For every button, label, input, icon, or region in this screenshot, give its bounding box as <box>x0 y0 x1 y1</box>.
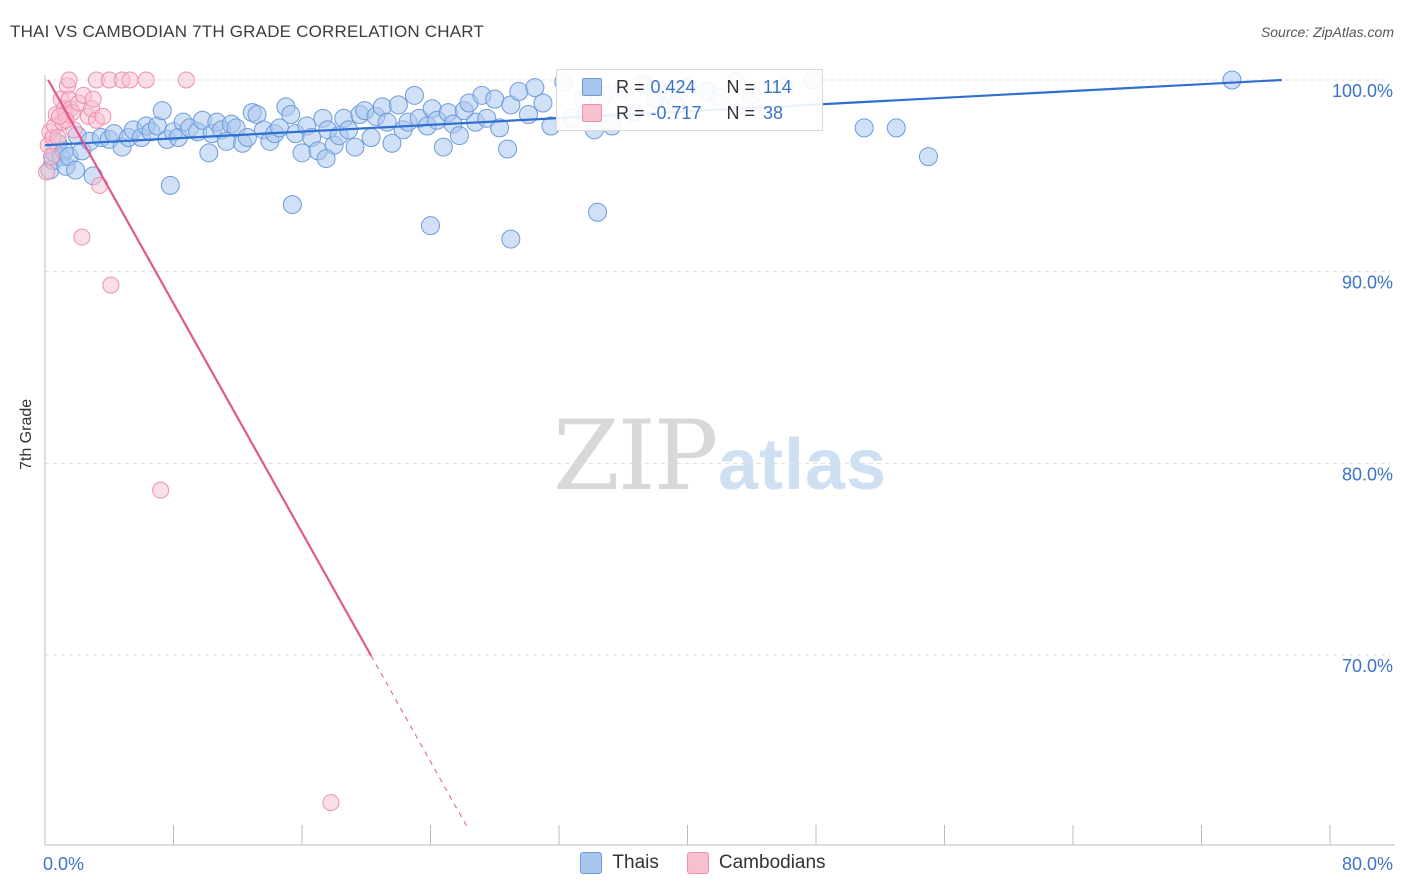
thai-point <box>854 118 874 138</box>
thai-point <box>588 202 608 222</box>
thai-point <box>282 195 302 215</box>
y-tick-label: 100.0% <box>1332 81 1393 101</box>
legend-label-thais: Thais <box>612 852 659 873</box>
thai-point <box>509 82 529 101</box>
thai-point <box>281 105 301 124</box>
cambodian-points <box>38 71 340 812</box>
cambodian-point <box>60 71 78 89</box>
thai-point <box>1222 70 1242 90</box>
cambodian-point <box>177 71 195 89</box>
thai-point <box>316 149 336 169</box>
legend-r-value: 0.424 <box>650 76 696 97</box>
cambodian-point <box>137 71 155 89</box>
watermark-atlas: atlas <box>718 425 888 505</box>
thai-point <box>485 89 505 109</box>
thai-point <box>382 133 402 153</box>
thai-point <box>525 78 545 98</box>
cambodian-swatch <box>582 104 602 122</box>
source-credit: Source: ZipAtlas.com <box>1260 24 1394 40</box>
legend-item-cambodians[interactable]: Cambodians <box>686 852 826 874</box>
cambodian-point <box>38 163 56 181</box>
legend-item-thais[interactable]: Thais <box>580 852 659 874</box>
cambodian-trend-line <box>47 79 373 657</box>
cambodian-point <box>322 794 340 812</box>
thai-point <box>498 139 518 159</box>
y-tick-label: 90.0% <box>1342 273 1393 293</box>
gridlines <box>45 79 1390 656</box>
correlation-legend: R = 0.424 N = 114 R = -0.717 N = 38 <box>556 69 823 131</box>
thai-point <box>237 128 257 147</box>
thai-point <box>533 93 553 113</box>
y-tick-label: 70.0% <box>1342 656 1393 676</box>
thai-point <box>292 143 312 163</box>
cambodian-point <box>152 481 170 499</box>
legend-r-label: R = <box>616 76 645 97</box>
trend-lines <box>44 78 1282 828</box>
legend-row-cambodians: R = -0.717 N = 38 <box>557 101 783 125</box>
legend-row-thais: R = 0.424 N = 114 <box>557 75 792 99</box>
thai-point <box>199 143 219 163</box>
chart-title: THAI VS CAMBODIAN 7TH GRADE CORRELATION … <box>10 22 485 41</box>
thai-point <box>152 101 172 121</box>
legend-n-label: N = <box>726 102 756 123</box>
legend-n-label: N = <box>726 76 756 97</box>
thai-point <box>449 126 469 146</box>
tick-labels: 100.0% 90.0% 80.0% 70.0% 0.0% 80.0% <box>43 81 1393 874</box>
thai-point <box>345 137 365 157</box>
thai-legend-swatch <box>580 852 603 874</box>
thai-point <box>404 85 424 105</box>
thai-point <box>433 137 453 157</box>
axes <box>44 75 1395 846</box>
cambodian-legend-swatch <box>686 852 709 874</box>
thai-point <box>490 118 510 138</box>
cambodian-point <box>102 276 120 294</box>
legend-r-value: -0.717 <box>650 102 702 123</box>
x-tick-label: 0.0% <box>43 854 84 874</box>
cambodian-point <box>42 148 60 166</box>
x-tick-label: 80.0% <box>1342 854 1393 874</box>
thai-swatch <box>582 78 602 96</box>
thai-point <box>160 175 180 195</box>
cambodian-point <box>73 228 91 246</box>
thai-point <box>421 216 440 236</box>
legend-n-value: 114 <box>763 76 792 97</box>
cambodian-point <box>94 107 112 125</box>
y-tick-label: 80.0% <box>1342 464 1393 484</box>
thai-point <box>388 95 408 115</box>
watermark-zip: ZIP <box>553 400 718 512</box>
legend-label-cambodians: Cambodians <box>718 852 826 873</box>
thai-point <box>361 128 381 147</box>
thai-point <box>501 229 521 249</box>
cambodian-point <box>84 90 102 108</box>
legend-r-label: R = <box>616 102 645 123</box>
legend-n-value: 38 <box>763 102 784 123</box>
cambodian-trend-extension <box>370 655 468 828</box>
cambodian-point <box>121 71 139 89</box>
series-legend: Thais Cambodians <box>0 852 1406 874</box>
thai-point <box>66 160 86 180</box>
thai-point <box>886 118 906 138</box>
thai-point <box>918 147 938 167</box>
